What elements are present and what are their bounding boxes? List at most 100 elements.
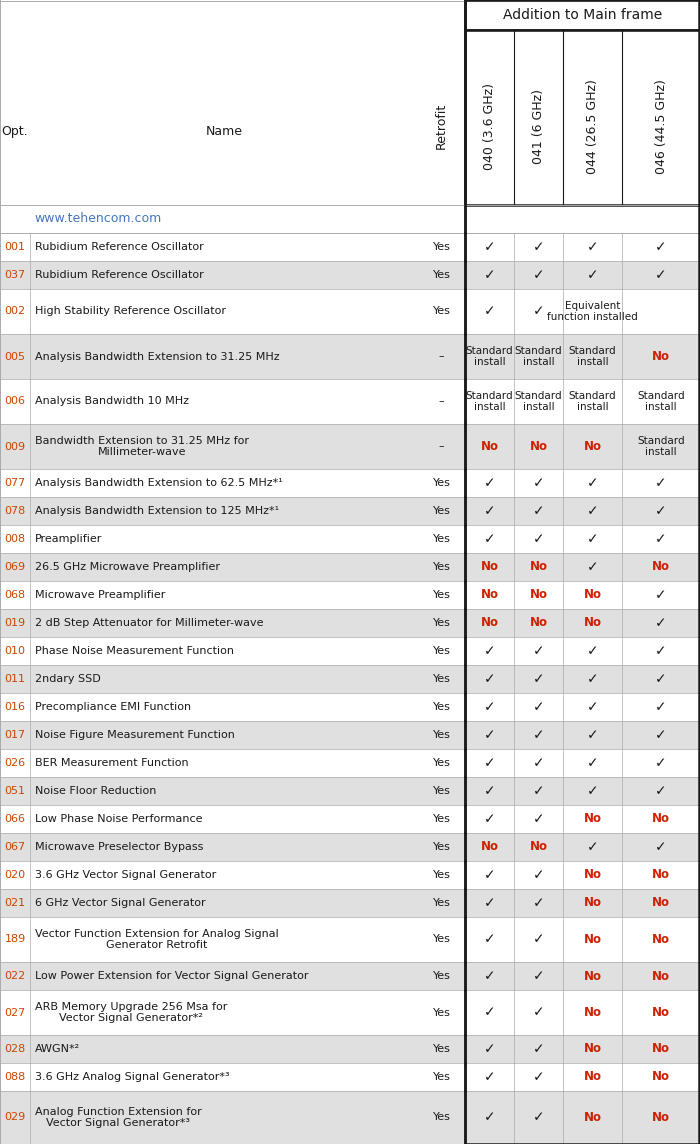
Text: Yes: Yes [433,702,450,712]
Text: No: No [480,841,498,853]
Text: Opt.: Opt. [1,125,28,138]
Text: ✓: ✓ [484,505,496,518]
Text: No: No [652,934,670,946]
Text: Yes: Yes [433,270,450,280]
Text: 068: 068 [4,590,26,599]
Text: 027: 027 [4,1008,26,1017]
Bar [0,379,700,424]
Text: ✓: ✓ [533,896,545,909]
Text: 021: 021 [4,898,26,908]
Text: www.tehencom.com: www.tehencom.com [34,213,161,225]
Bar [0,1035,700,1063]
Text: No: No [584,812,601,826]
Text: ✓: ✓ [533,1042,545,1056]
Text: 040 (3.6 GHz): 040 (3.6 GHz) [483,82,496,169]
Text: –: – [439,442,444,452]
Text: 046 (44.5 GHz): 046 (44.5 GHz) [654,79,668,174]
Text: ✓: ✓ [484,1111,496,1125]
Text: ✓: ✓ [587,756,598,770]
Text: 019: 019 [4,618,26,628]
Text: ✓: ✓ [484,728,496,742]
Text: No: No [529,841,547,853]
Text: Standard
install: Standard install [637,391,685,412]
Text: ✓: ✓ [655,644,667,658]
Text: ✓: ✓ [655,756,667,770]
Text: No: No [584,1006,601,1019]
Text: 3.6 GHz Vector Signal Generator: 3.6 GHz Vector Signal Generator [35,869,216,880]
Text: Vector Function Extension for Analog Signal
Generator Retrofit: Vector Function Extension for Analog Sig… [35,929,279,951]
Text: No: No [480,588,498,602]
Text: No: No [584,897,601,909]
Text: No: No [584,588,601,602]
Text: ✓: ✓ [484,268,496,283]
Text: Noise Figure Measurement Function: Noise Figure Measurement Function [35,730,235,740]
Text: Yes: Yes [433,590,450,599]
Bar [0,637,700,665]
Bar [0,833,700,861]
Text: ✓: ✓ [655,728,667,742]
Text: No: No [652,812,670,826]
Text: No: No [480,440,498,453]
Text: ✓: ✓ [655,240,667,254]
Bar [0,990,700,1035]
Bar [0,1063,700,1091]
Text: Analysis Bandwidth Extension to 125 MHz*¹: Analysis Bandwidth Extension to 125 MHz*… [35,506,279,516]
Text: ✓: ✓ [533,932,545,946]
Text: ✓: ✓ [655,840,667,855]
Text: No: No [652,1042,670,1056]
Text: Yes: Yes [433,842,450,852]
Text: 028: 028 [4,1044,26,1054]
Text: Standard
install: Standard install [466,345,513,367]
Text: Rubidium Reference Oscillator: Rubidium Reference Oscillator [35,243,204,252]
Bar [0,693,700,721]
Bar [465,0,700,30]
Text: ✓: ✓ [587,672,598,686]
Text: ✓: ✓ [533,532,545,546]
Text: –: – [439,397,444,406]
Text: No: No [480,561,498,573]
Bar [0,861,700,889]
Text: Standard
install: Standard install [568,345,616,367]
Text: Yes: Yes [433,243,450,252]
Text: 077: 077 [4,478,26,488]
Text: AWGN*²: AWGN*² [35,1044,80,1054]
Text: 037: 037 [4,270,26,280]
Text: No: No [584,1042,601,1056]
Text: Yes: Yes [433,534,450,545]
Text: 016: 016 [4,702,25,712]
Bar [0,553,700,581]
Text: Rubidium Reference Oscillator: Rubidium Reference Oscillator [35,270,204,280]
Text: 2ndary SSD: 2ndary SSD [35,674,101,684]
Bar [0,525,700,553]
Text: ✓: ✓ [655,700,667,714]
Bar [0,609,700,637]
Text: 006: 006 [4,397,25,406]
Text: ✓: ✓ [587,840,598,855]
Text: No: No [529,588,547,602]
Text: No: No [584,1071,601,1083]
Bar [0,424,700,469]
Bar [0,289,700,334]
Text: ✓: ✓ [533,304,545,318]
Bar [0,721,700,749]
Text: No: No [652,1006,670,1019]
Text: No: No [652,561,670,573]
Text: ✓: ✓ [655,784,667,799]
Text: 001: 001 [4,243,25,252]
Text: ✓: ✓ [533,700,545,714]
Text: ✓: ✓ [533,644,545,658]
Text: ✓: ✓ [484,896,496,909]
Text: 002: 002 [4,307,26,317]
Bar [0,469,700,496]
Text: Standard
install: Standard install [466,391,513,412]
Text: No: No [652,897,670,909]
Text: ✓: ✓ [533,268,545,283]
Text: No: No [584,617,601,629]
Text: 026: 026 [4,758,26,768]
Bar [0,581,700,609]
Text: 067: 067 [4,842,26,852]
Text: ✓: ✓ [533,476,545,490]
Text: ✓: ✓ [484,700,496,714]
Text: ✓: ✓ [484,932,496,946]
Text: ✓: ✓ [533,240,545,254]
